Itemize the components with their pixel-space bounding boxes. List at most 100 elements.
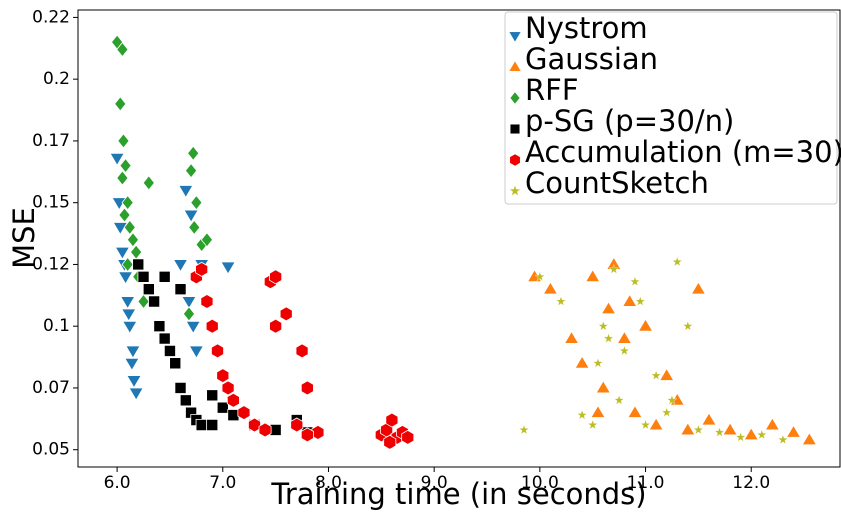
data-point bbox=[385, 412, 399, 428]
y-axis-label: MSE bbox=[7, 207, 41, 269]
data-point bbox=[227, 409, 240, 422]
legend-box bbox=[504, 11, 838, 205]
data-point bbox=[116, 170, 129, 186]
data-point bbox=[603, 333, 614, 343]
data-point bbox=[722, 422, 738, 436]
data-point bbox=[640, 419, 651, 430]
data-point bbox=[269, 423, 282, 436]
data-point bbox=[112, 222, 128, 236]
data-point bbox=[682, 320, 694, 331]
data-point bbox=[206, 419, 219, 432]
data-point bbox=[584, 269, 601, 283]
x-axis-label: Training time (in seconds) bbox=[270, 477, 646, 511]
data-point bbox=[563, 330, 580, 344]
data-point bbox=[743, 427, 759, 441]
data-point bbox=[183, 209, 199, 223]
data-point bbox=[621, 293, 638, 307]
data-point bbox=[680, 422, 696, 436]
data-point bbox=[119, 157, 132, 174]
data-point bbox=[401, 429, 415, 445]
data-point bbox=[693, 424, 704, 435]
data-point bbox=[123, 219, 136, 236]
data-point bbox=[629, 276, 641, 287]
data-point bbox=[613, 394, 625, 405]
data-point bbox=[295, 343, 309, 359]
data-point bbox=[777, 434, 789, 445]
data-point bbox=[190, 195, 203, 211]
data-point bbox=[114, 246, 131, 260]
data-point bbox=[117, 133, 130, 149]
data-point bbox=[109, 152, 125, 167]
data-point bbox=[518, 424, 530, 435]
data-point bbox=[600, 301, 617, 315]
x-tick-label: 12.0 bbox=[732, 473, 770, 493]
data-point bbox=[608, 263, 620, 274]
data-point bbox=[658, 367, 675, 381]
data-point bbox=[619, 345, 630, 356]
data-point bbox=[555, 296, 567, 306]
y-tick-label: 0.2 bbox=[43, 69, 70, 89]
data-point bbox=[300, 380, 314, 396]
legend-label: RFF bbox=[525, 73, 579, 107]
data-point bbox=[785, 424, 802, 438]
data-point bbox=[690, 281, 707, 295]
data-point bbox=[735, 431, 746, 442]
data-point bbox=[574, 355, 590, 369]
data-point bbox=[587, 419, 598, 430]
data-point bbox=[121, 308, 137, 322]
data-point bbox=[627, 404, 643, 418]
data-point bbox=[220, 261, 236, 275]
data-point bbox=[195, 261, 209, 277]
data-point bbox=[701, 412, 717, 426]
data-point bbox=[598, 320, 609, 331]
data-point bbox=[188, 219, 201, 236]
data-point bbox=[181, 296, 197, 310]
data-point bbox=[211, 343, 224, 359]
plot-frame bbox=[77, 9, 841, 468]
data-point bbox=[174, 381, 187, 394]
data-point bbox=[756, 429, 767, 440]
data-point bbox=[121, 195, 134, 211]
data-point bbox=[221, 380, 235, 396]
data-point bbox=[178, 185, 194, 199]
data-point bbox=[187, 145, 200, 161]
x-tick-label: 11.0 bbox=[627, 473, 665, 493]
data-point bbox=[128, 387, 144, 401]
data-point bbox=[714, 426, 725, 437]
data-point bbox=[616, 330, 633, 344]
data-point bbox=[216, 368, 230, 384]
data-point bbox=[182, 306, 196, 322]
data-point bbox=[169, 357, 182, 370]
data-point bbox=[637, 318, 654, 332]
data-point bbox=[130, 244, 143, 260]
data-point bbox=[142, 283, 155, 296]
data-point bbox=[279, 306, 293, 322]
data-point bbox=[116, 41, 129, 58]
data-point bbox=[635, 296, 646, 306]
legend-label: CountSketch bbox=[525, 166, 709, 200]
data-point bbox=[248, 417, 261, 433]
data-point bbox=[142, 175, 155, 191]
data-point bbox=[163, 344, 176, 357]
legend-label: p-SG (p=30/n) bbox=[525, 104, 734, 138]
data-point bbox=[174, 283, 187, 296]
legend-marker bbox=[509, 91, 521, 105]
data-point bbox=[126, 375, 142, 389]
data-point bbox=[125, 345, 141, 359]
y-tick-label: 0.05 bbox=[32, 440, 70, 460]
data-point bbox=[188, 345, 205, 359]
data-point bbox=[119, 296, 136, 310]
data-point bbox=[592, 357, 604, 368]
data-point bbox=[114, 96, 127, 112]
data-point bbox=[666, 394, 678, 405]
data-point bbox=[200, 232, 214, 248]
x-tick-label: 8.0 bbox=[315, 473, 342, 493]
legend-marker bbox=[509, 153, 521, 167]
data-point bbox=[205, 318, 219, 334]
data-point bbox=[269, 269, 283, 285]
data-point bbox=[200, 294, 214, 309]
x-tick-label: 9.0 bbox=[421, 473, 448, 493]
legend-label: Gaussian bbox=[525, 42, 658, 76]
data-point bbox=[137, 293, 150, 310]
